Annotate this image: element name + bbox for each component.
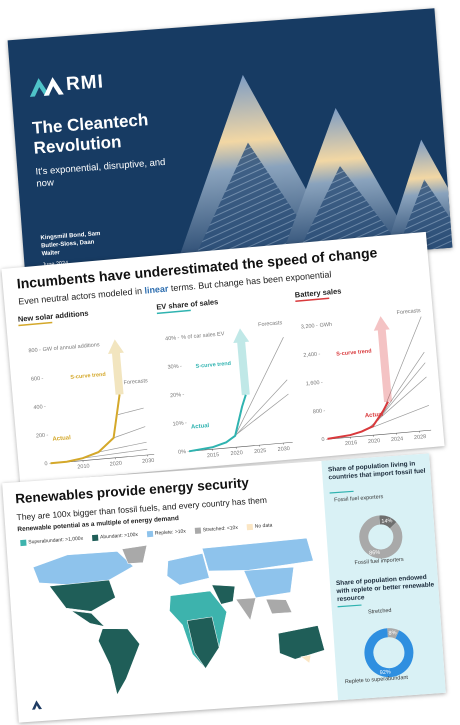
unit-label: GWh	[319, 322, 332, 329]
legend-swatch	[195, 527, 201, 533]
y-tick-label: 1,600	[306, 380, 320, 387]
trend-label: S-curve trend	[70, 372, 106, 381]
logo-text: RMI	[65, 71, 104, 96]
subtitle-emphasis: linear	[144, 284, 169, 296]
x-tick-label: 2020	[110, 461, 123, 468]
y-tick-label: 0%	[178, 449, 187, 456]
x-tick-label: 2020	[230, 450, 243, 457]
unit-label: GW of annual additions	[42, 342, 100, 353]
x-tick-label: 2028	[414, 434, 427, 441]
y-tick-label: 600	[31, 376, 41, 383]
speed-slide: New solar additions 0 200 400 600 800 GW of an…	[1, 232, 444, 483]
y-tick-label: 40%	[165, 335, 177, 342]
x-tick-label: 2016	[345, 440, 358, 447]
x-tick-label: 2030	[277, 446, 290, 453]
legend-swatch	[92, 535, 98, 541]
segment-label: 86%	[369, 550, 381, 557]
x-tick-label: 2010	[77, 464, 90, 471]
y-tick-label: 30%	[167, 364, 179, 371]
logo-mark	[43, 76, 64, 95]
actual-label: Actual	[52, 435, 71, 443]
chart-title: New solar additions	[17, 309, 88, 324]
legend-swatch	[147, 531, 153, 537]
forecast-line	[113, 427, 146, 438]
forecast-label: Forecasts	[123, 378, 148, 386]
x-tick-label: 2030	[142, 458, 155, 465]
forecast-line	[222, 394, 292, 442]
trend-arrow	[107, 339, 128, 395]
x-tick-label: 2024	[391, 436, 404, 443]
y-tick-label: 0	[321, 437, 325, 443]
actual-line	[45, 394, 125, 463]
legend-swatch	[20, 540, 26, 546]
legend-label: No data	[255, 522, 273, 529]
segment-label: 14%	[381, 518, 393, 525]
x-tick-label: 2015	[207, 452, 220, 459]
y-tick-label: 800	[28, 348, 38, 355]
trend-arrow	[232, 328, 254, 396]
forecast-line	[118, 408, 144, 415]
y-tick-label: 10%	[172, 421, 184, 428]
actual-label: Actual	[191, 423, 210, 431]
actual-line	[325, 402, 391, 439]
x-tick-label: 2025	[254, 448, 267, 455]
y-tick-label: 3,200	[301, 323, 315, 330]
y-tick-label: 2,400	[303, 352, 317, 359]
forecast-label: Forecasts	[258, 320, 283, 328]
unit-label: % of car sales EV	[181, 331, 225, 341]
actual-label: Actual	[365, 412, 384, 420]
y-tick-label: 0	[44, 461, 48, 467]
forecast-line	[231, 380, 292, 436]
chart-title: Battery sales	[294, 286, 341, 299]
segment-label: 8%	[388, 630, 396, 637]
chart-title: EV share of sales	[156, 297, 219, 311]
actual-line	[185, 395, 251, 451]
y-tick-label: 200	[36, 433, 46, 440]
forecast-line	[363, 377, 430, 429]
x-tick-label: 2020	[368, 438, 381, 445]
trend-label: S-curve trend	[195, 361, 231, 370]
y-tick-label: 20%	[170, 392, 182, 399]
legend-swatch	[247, 524, 253, 530]
forecast-label: Forecasts	[396, 308, 421, 316]
trend-label: S-curve trend	[336, 348, 372, 357]
page: RMI The Cleantech Revolution It's expone…	[0, 0, 460, 725]
y-tick-label: 800	[313, 409, 323, 416]
y-tick-label: 400	[33, 404, 43, 411]
forecast-line	[227, 337, 292, 436]
trend-arrow	[373, 315, 396, 402]
